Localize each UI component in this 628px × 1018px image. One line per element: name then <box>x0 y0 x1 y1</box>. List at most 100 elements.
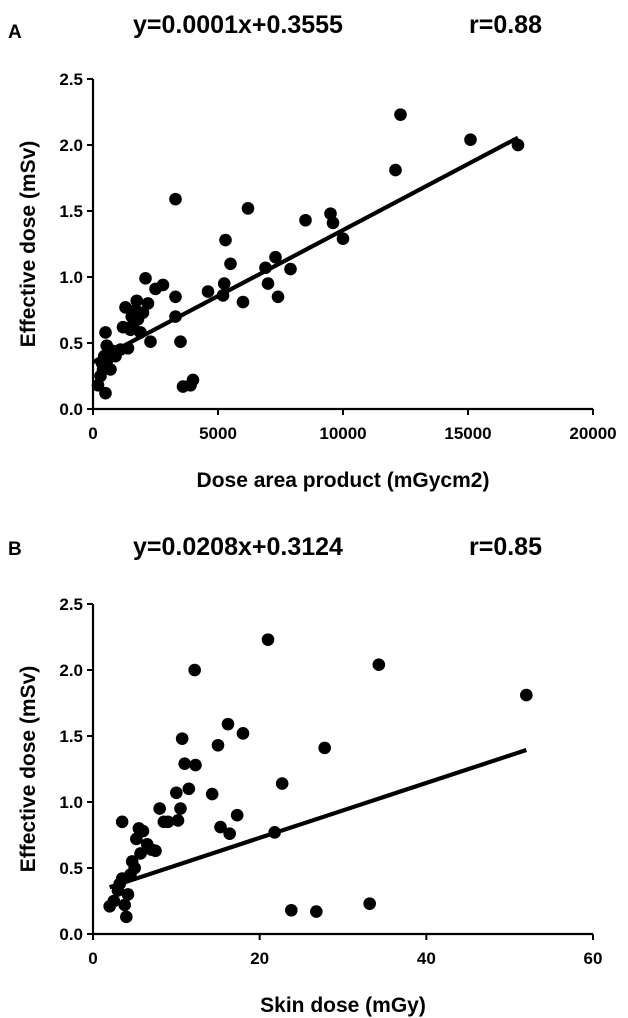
data-point <box>156 278 170 292</box>
data-point <box>318 741 331 755</box>
data-point <box>372 658 386 672</box>
chart-panel-a: A y=0.0001x+0.3555 r=0.88 0.0 0.5 1.0 1.5 2.… <box>8 11 617 492</box>
y-tick-label: 2.5 <box>59 595 83 614</box>
data-point <box>136 824 150 838</box>
x-tick-label: 0 <box>88 949 97 968</box>
y-tick-label: 1.0 <box>59 793 83 812</box>
data-point <box>182 782 196 796</box>
regression-line <box>109 747 527 890</box>
data-point <box>104 363 117 376</box>
x-tick-label: 60 <box>584 949 603 968</box>
chart-panel-b: B y=0.0208x+0.3124 r=0.85 0.0 0.5 1.0 1.5 2.… <box>0 509 628 1018</box>
data-point <box>284 262 297 276</box>
y-tick-label: 0.5 <box>59 334 83 353</box>
data-points <box>103 633 533 924</box>
data-points <box>91 108 525 400</box>
data-point <box>217 277 231 290</box>
x-tick-label: 20000 <box>569 424 616 443</box>
data-point <box>363 897 376 910</box>
data-point <box>169 310 182 323</box>
data-point <box>161 815 175 829</box>
data-point <box>271 290 285 304</box>
panel-label: B <box>8 539 22 560</box>
data-point <box>186 373 200 387</box>
x-tick-label: 0 <box>88 424 97 443</box>
y-tick-label: 1.0 <box>59 268 83 287</box>
data-point <box>136 306 150 319</box>
data-point <box>188 663 201 677</box>
data-point <box>389 163 402 177</box>
data-point <box>261 633 275 646</box>
y-tick-label: 1.5 <box>59 202 83 221</box>
x-tick-label: 5000 <box>199 424 237 443</box>
data-point <box>520 688 533 702</box>
data-point <box>170 786 183 800</box>
x-axis-label: Dose area product (mGycm2) <box>197 469 490 492</box>
data-point <box>216 289 230 302</box>
regression-line <box>92 135 519 364</box>
data-point <box>394 108 407 121</box>
data-point <box>130 294 144 308</box>
data-point <box>128 861 141 875</box>
y-tick-label: 2.0 <box>59 661 83 680</box>
y-axis-label: Effective dose (mSv) <box>17 141 40 348</box>
data-point <box>205 787 219 801</box>
data-point <box>175 732 189 745</box>
panel-label: A <box>8 22 22 43</box>
data-point <box>141 297 155 310</box>
data-point <box>310 905 323 918</box>
data-point <box>169 290 182 304</box>
data-point <box>201 285 215 298</box>
y-tick-label: 1.5 <box>59 727 83 746</box>
data-point <box>149 844 162 858</box>
data-point <box>134 847 147 860</box>
regression-equation: y=0.0001x+0.3555 <box>133 11 343 39</box>
data-point <box>121 341 135 355</box>
data-point <box>326 216 340 230</box>
y-tick-label: 0.5 <box>59 859 83 878</box>
y-tick-label: 0.0 <box>59 925 83 944</box>
scatter-plot-a: 0.00.51.01.52.02.5 0 5000 10000 15000 20000 … <box>17 70 617 492</box>
data-point <box>171 814 185 827</box>
x-tick-label: 20 <box>250 949 269 968</box>
x-axis-label: Skin dose (mGy) <box>260 994 426 1017</box>
x-tick-label: 10000 <box>319 424 366 443</box>
data-point <box>214 820 227 834</box>
data-point <box>269 250 282 264</box>
data-point <box>223 827 236 840</box>
data-point <box>241 202 255 215</box>
data-point <box>236 727 250 740</box>
data-point <box>261 277 275 290</box>
x-axis-ticks: 0 5000 10000 15000 20000 <box>88 409 617 443</box>
data-point <box>99 386 112 400</box>
data-point <box>119 301 132 314</box>
data-point <box>464 133 477 147</box>
data-point <box>224 257 237 271</box>
y-axis-label: Effective dose (mSv) <box>17 666 40 873</box>
data-point <box>174 335 187 348</box>
data-point <box>99 326 112 339</box>
x-axis-ticks: 0 20 40 60 <box>88 934 602 968</box>
data-point <box>285 903 298 917</box>
data-point <box>115 815 129 829</box>
data-point <box>134 326 147 339</box>
data-point <box>211 738 225 752</box>
correlation-coefficient: r=0.88 <box>469 11 542 39</box>
y-tick-label: 2.5 <box>59 70 83 89</box>
data-point <box>268 826 281 839</box>
data-point <box>259 261 272 275</box>
data-point <box>221 717 235 731</box>
data-point <box>511 138 525 152</box>
y-axis-ticks: 0.0 0.5 1.0 1.5 2.0 2.5 <box>59 595 93 944</box>
data-point <box>236 295 250 309</box>
data-point <box>153 802 166 815</box>
scatter-plot-b: 0.0 0.5 1.0 1.5 2.0 2.5 0 20 40 60 Skin dose (mG… <box>17 595 602 1017</box>
data-point <box>107 894 121 908</box>
data-point <box>144 335 157 348</box>
x-tick-label: 15000 <box>444 424 491 443</box>
data-point <box>174 802 187 815</box>
data-point <box>139 272 152 285</box>
data-point <box>275 777 289 790</box>
data-point <box>178 757 191 771</box>
data-point <box>118 898 131 912</box>
